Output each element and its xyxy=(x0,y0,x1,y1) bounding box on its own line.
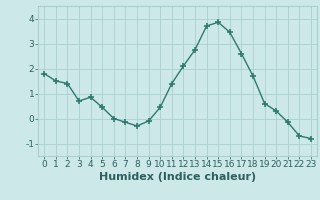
X-axis label: Humidex (Indice chaleur): Humidex (Indice chaleur) xyxy=(99,172,256,182)
